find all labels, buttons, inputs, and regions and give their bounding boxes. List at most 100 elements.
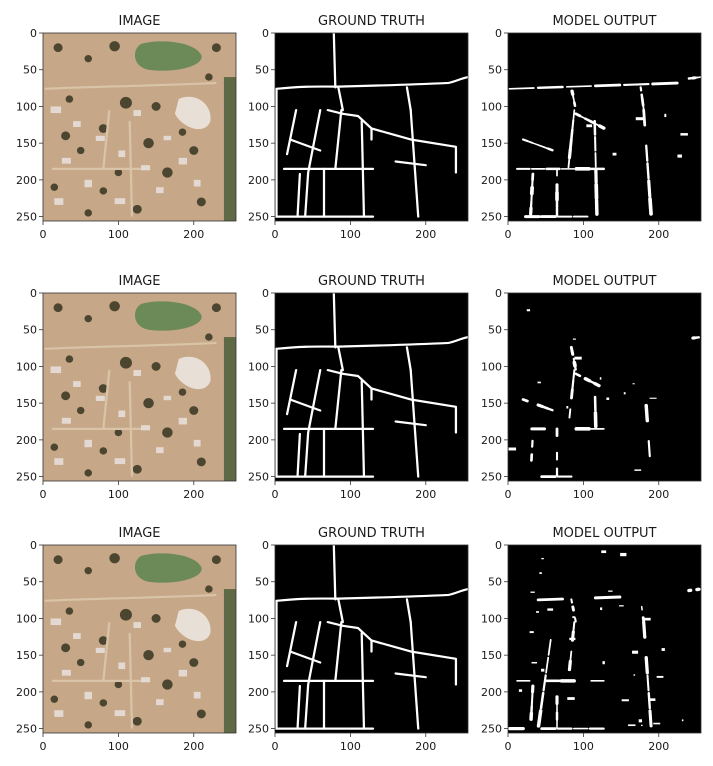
ground-truth-content — [275, 31, 470, 221]
y-tick-label: 150 — [248, 397, 269, 410]
x-tick-label: 0 — [272, 488, 279, 501]
x-tick-label: 100 — [108, 488, 129, 501]
x-tick-label: 200 — [648, 740, 669, 753]
y-tick-label: 250 — [16, 211, 37, 224]
x-axis-ticks: 0 100 200 — [272, 221, 436, 241]
model-output-content — [507, 545, 702, 733]
y-axis-ticks: 0 50 100 150 200 250 — [16, 27, 43, 224]
x-axis-ticks: 0 100 200 — [272, 481, 436, 501]
x-tick-label: 0 — [40, 488, 47, 501]
y-tick-label: 250 — [248, 471, 269, 484]
x-tick-label: 200 — [183, 228, 204, 241]
y-tick-label: 0 — [30, 27, 37, 40]
y-tick-label: 250 — [481, 471, 502, 484]
y-tick-label: 0 — [30, 287, 37, 300]
y-tick-label: 100 — [481, 612, 502, 625]
y-tick-label: 200 — [16, 434, 37, 447]
x-tick-label: 100 — [573, 228, 594, 241]
axes-frame — [274, 544, 469, 734]
y-tick-label: 100 — [248, 360, 269, 373]
ground-truth-content — [275, 291, 470, 481]
model-output-title: MODEL OUTPUT — [552, 274, 656, 289]
ground-truth-content — [275, 543, 470, 733]
y-axis-ticks: 0 50 100 150 200 250 — [248, 27, 275, 224]
axes-frame — [274, 292, 469, 482]
x-axis-ticks: 0 100 200 — [505, 733, 669, 753]
y-tick-label: 250 — [248, 211, 269, 224]
y-tick-label: 100 — [248, 100, 269, 113]
y-tick-label: 150 — [16, 397, 37, 410]
y-tick-label: 150 — [16, 137, 37, 150]
y-axis-ticks: 0 50 100 150 200 250 — [248, 287, 275, 484]
y-tick-label: 50 — [255, 576, 269, 589]
model-output-title: MODEL OUTPUT — [552, 14, 656, 29]
x-tick-label: 100 — [108, 228, 129, 241]
y-tick-label: 0 — [262, 539, 269, 552]
y-tick-label: 50 — [255, 64, 269, 77]
y-axis-ticks: 0 50 100 150 200 250 — [481, 27, 508, 224]
y-tick-label: 200 — [248, 174, 269, 187]
image-content — [41, 543, 238, 735]
y-tick-label: 50 — [23, 64, 37, 77]
x-tick-label: 100 — [340, 740, 361, 753]
model-output-content — [508, 293, 701, 481]
model-output-content — [508, 33, 702, 221]
axes-frame — [42, 292, 237, 482]
x-axis-ticks: 0 100 200 — [272, 733, 436, 753]
x-tick-label: 0 — [272, 228, 279, 241]
ground-truth-title: GROUND TRUTH — [318, 526, 425, 541]
y-tick-label: 0 — [30, 539, 37, 552]
y-tick-label: 50 — [488, 324, 502, 337]
x-tick-label: 100 — [108, 740, 129, 753]
y-tick-label: 100 — [481, 360, 502, 373]
axes-frame — [42, 544, 237, 734]
x-tick-label: 100 — [340, 488, 361, 501]
y-tick-label: 0 — [495, 287, 502, 300]
y-tick-label: 50 — [488, 64, 502, 77]
y-tick-label: 250 — [481, 723, 502, 736]
image-content — [41, 291, 238, 483]
y-tick-label: 50 — [488, 576, 502, 589]
y-tick-label: 250 — [248, 723, 269, 736]
y-tick-label: 50 — [23, 324, 37, 337]
x-axis-ticks: 0 100 200 — [505, 221, 669, 241]
y-axis-ticks: 0 50 100 150 200 250 — [16, 539, 43, 736]
y-tick-label: 200 — [248, 686, 269, 699]
ground-truth-title: GROUND TRUTH — [318, 14, 425, 29]
x-axis-ticks: 0 100 200 — [40, 733, 204, 753]
x-tick-label: 200 — [648, 228, 669, 241]
image-content — [41, 31, 238, 223]
x-tick-label: 0 — [40, 740, 47, 753]
y-tick-label: 150 — [481, 137, 502, 150]
x-tick-label: 200 — [183, 488, 204, 501]
y-axis-ticks: 0 50 100 150 200 250 — [248, 539, 275, 736]
x-tick-label: 200 — [415, 228, 436, 241]
axes-frame — [507, 544, 702, 734]
x-tick-label: 0 — [505, 228, 512, 241]
x-tick-label: 0 — [505, 488, 512, 501]
axes-frame — [274, 32, 469, 222]
y-tick-label: 50 — [255, 324, 269, 337]
y-tick-label: 200 — [248, 434, 269, 447]
y-tick-label: 0 — [495, 27, 502, 40]
image-title: IMAGE — [118, 14, 160, 29]
x-tick-label: 200 — [648, 488, 669, 501]
axes-frame — [42, 32, 237, 222]
y-tick-label: 100 — [16, 360, 37, 373]
y-tick-label: 0 — [495, 539, 502, 552]
y-tick-label: 250 — [16, 723, 37, 736]
y-tick-label: 100 — [481, 100, 502, 113]
x-tick-label: 200 — [415, 488, 436, 501]
y-axis-ticks: 0 50 100 150 200 250 — [481, 539, 508, 736]
y-tick-label: 200 — [481, 686, 502, 699]
ground-truth-title: GROUND TRUTH — [318, 274, 425, 289]
model-output-title: MODEL OUTPUT — [552, 526, 656, 541]
